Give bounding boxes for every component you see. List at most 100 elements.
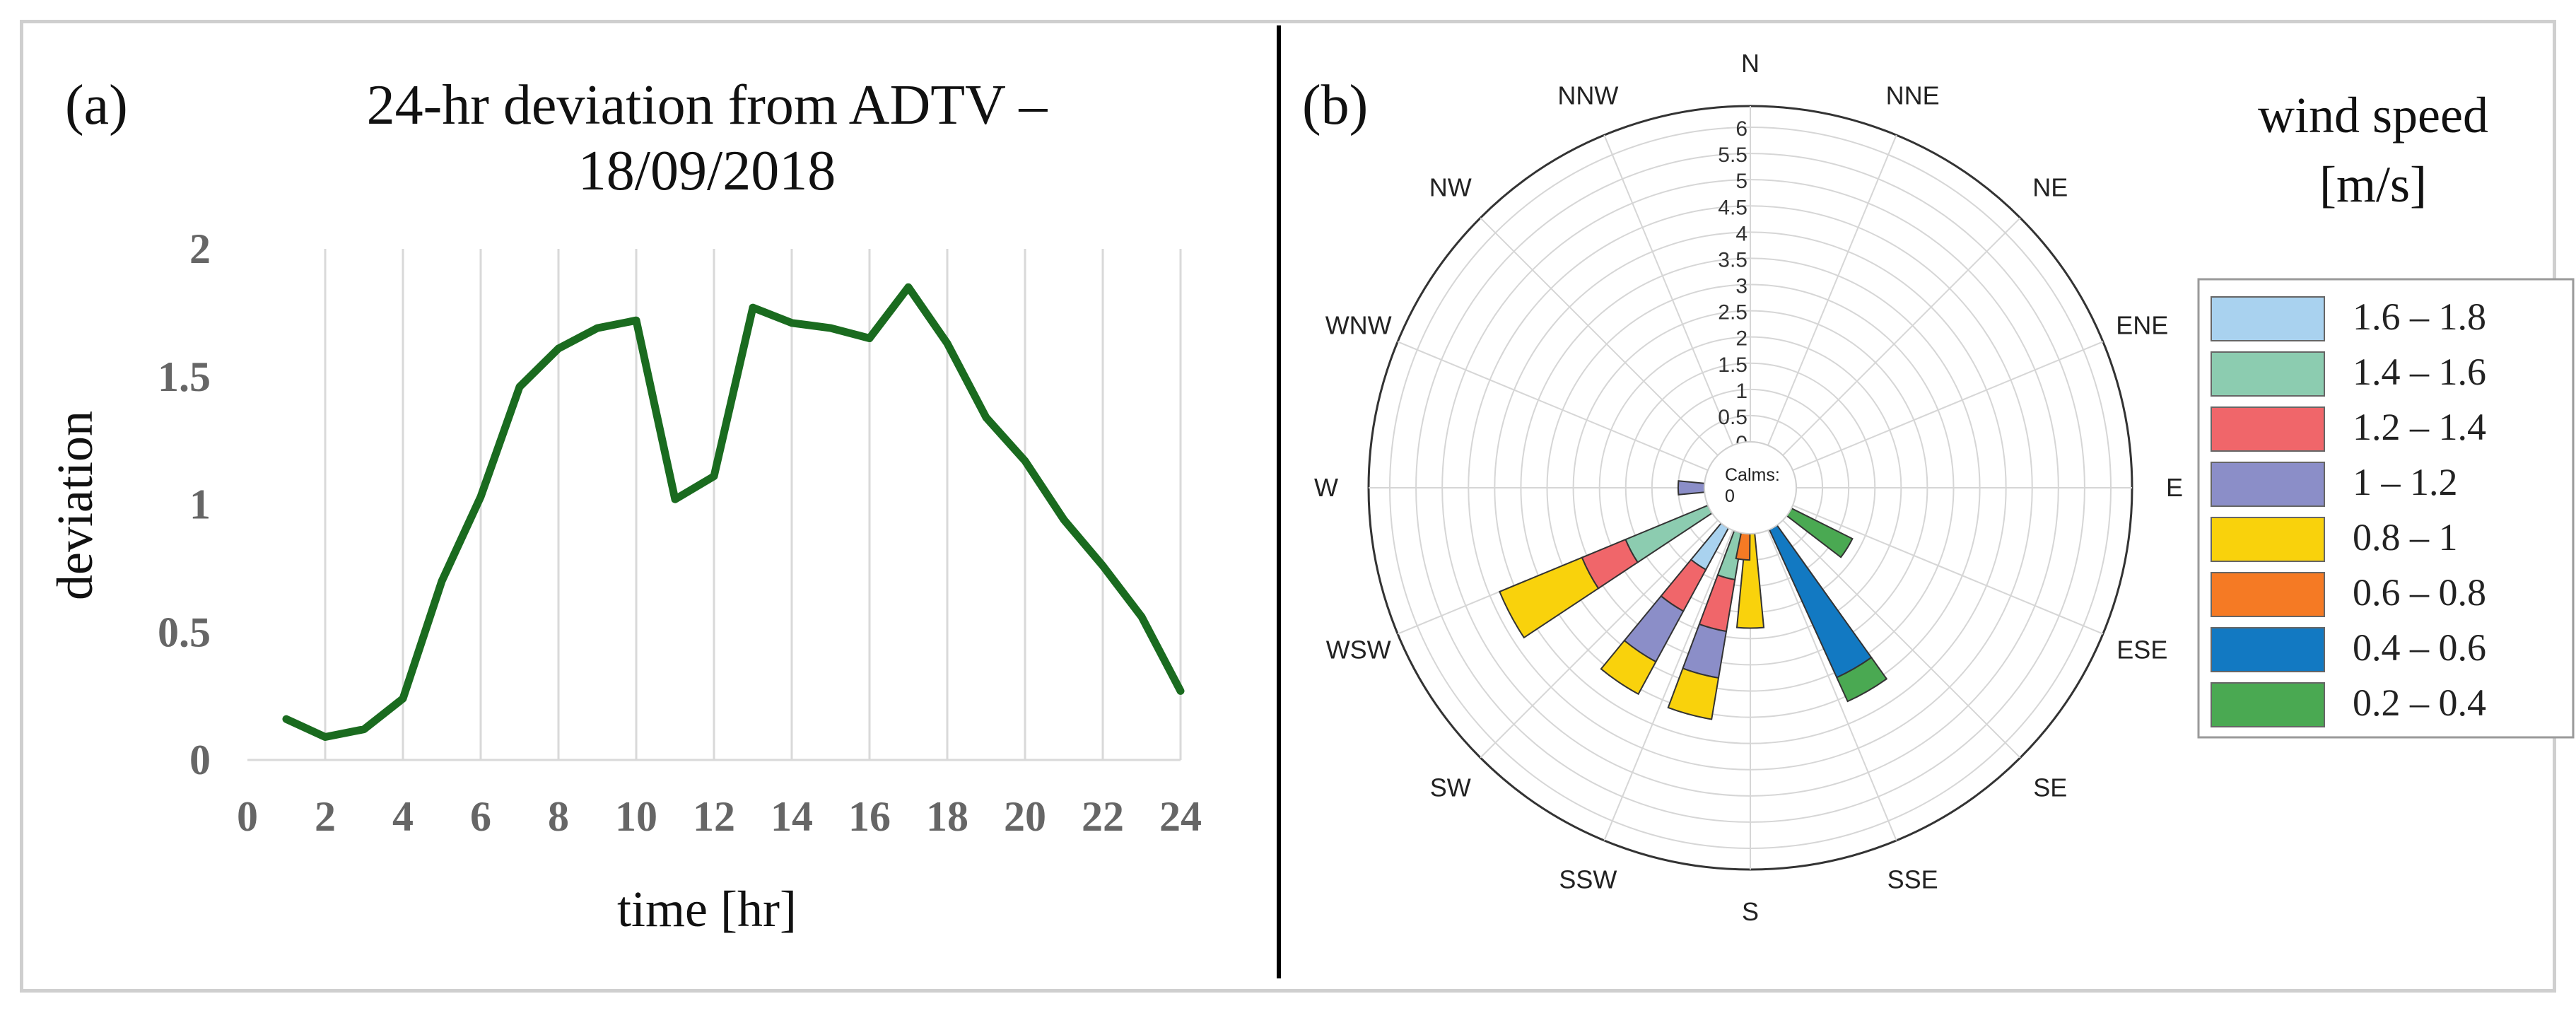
chart-a-x-tick-label: 18 <box>926 793 968 840</box>
direction-label-sse: SSE <box>1887 865 1938 894</box>
direction-label-n: N <box>1741 49 1760 78</box>
direction-label-w: W <box>1314 473 1338 502</box>
chart-a-x-tick-label: 10 <box>615 793 657 840</box>
legend-swatch <box>2211 351 2325 397</box>
wind-rose-spoke <box>1480 520 1719 759</box>
chart-a-y-ticks: 0 0.5 1 1.5 2 <box>158 226 211 783</box>
wind-rose-bar-wsw-bin-4 <box>1499 556 1600 639</box>
radial-tick-label: 5 <box>1735 170 1747 193</box>
radial-tick-label: 6 <box>1735 117 1747 141</box>
direction-label-nw: NW <box>1429 173 1472 202</box>
panel-a-label: (a) <box>65 74 128 136</box>
wind-rose-bars <box>1499 480 1888 720</box>
legend-label: 1.6 – 1.8 <box>2353 296 2486 338</box>
legend-swatch <box>2211 406 2325 452</box>
legend-label: 1.4 – 1.6 <box>2353 351 2486 393</box>
chart-a-y-tick-label: 1.5 <box>158 353 211 400</box>
radial-tick-label: 3 <box>1735 275 1747 298</box>
chart-a-x-tick-label: 4 <box>392 793 414 840</box>
panel-divider <box>1277 25 1281 978</box>
direction-label-ne: NE <box>2032 173 2068 202</box>
wind-rose-spoke <box>1767 134 1897 446</box>
panel-b-label: (b) <box>1302 74 1368 136</box>
chart-a-x-axis-label: time [hr] <box>617 881 797 937</box>
direction-label-nne: NNE <box>1886 81 1940 110</box>
radial-tick-label: 2.5 <box>1718 301 1747 324</box>
wind-rose-spoke <box>1792 504 2104 635</box>
chart-a-x-tick-label: 8 <box>548 793 569 840</box>
radial-tick-label: 1.5 <box>1718 353 1747 377</box>
wind-rose-spoke <box>1767 530 1897 841</box>
wind-rose-bar-w-bin-3 <box>1677 480 1706 496</box>
chart-a-x-tick-label: 14 <box>771 793 813 840</box>
wind-rose-spoke <box>1480 217 1719 456</box>
panel-b: (b) 0 0.5 1 1.52 2.5 3 3.5 4 4.5 5 5.5 6 N NNE NE ENE E… <box>1302 49 2575 926</box>
wind-rose-spoke <box>1603 134 1734 446</box>
wind-rose-direction-labels: N NNE NE ENE E ESE SE SSE S SSW SW WSW W WNW NW NNW <box>1314 49 2183 926</box>
radial-tick-label: 3.5 <box>1718 248 1747 271</box>
chart-a-y-tick-label: 0.5 <box>158 609 211 655</box>
chart-a-x-tick-label: 2 <box>315 793 336 840</box>
radial-tick-label: 0.5 <box>1718 406 1747 429</box>
chart-a-title-line1: 24-hr deviation from ADTV – <box>367 74 1048 136</box>
chart-a-y-tick-label: 2 <box>189 226 211 272</box>
chart-a-gridlines <box>247 249 1182 761</box>
legend-swatch <box>2211 517 2325 562</box>
legend-label: 0.8 – 1 <box>2353 516 2458 558</box>
series-line-deviation <box>282 283 1185 741</box>
chart-a-x-tick-label: 20 <box>1004 793 1046 840</box>
legend-label: 0.4 – 0.6 <box>2353 626 2486 669</box>
radial-tick-label: 2 <box>1735 327 1747 351</box>
radial-tick-label: 4.5 <box>1718 196 1747 219</box>
legend-swatch <box>2211 296 2325 341</box>
chart-a-x-tick-label: 16 <box>848 793 891 840</box>
chart-a-x-tick-label: 6 <box>470 793 491 840</box>
figure-frame <box>20 20 2556 993</box>
direction-label-ssw: SSW <box>1559 865 1617 894</box>
panel-a: (a) 24-hr deviation from ADTV – 18/09/20… <box>47 74 1202 937</box>
wind-rose-bar-ssw-bin-4 <box>1667 667 1720 720</box>
chart-a-x-tick-label: 0 <box>237 793 258 840</box>
direction-label-nnw: NNW <box>1557 81 1618 110</box>
chart-a-x-ticks: 0 2 4 6 8 10 12 14 16 18 20 22 24 <box>237 793 1202 840</box>
wind-rose-spoke <box>1397 341 1709 472</box>
radial-tick-label: 1 <box>1735 380 1747 403</box>
direction-label-wnw: WNW <box>1325 310 1392 339</box>
wind-rose-bar-sw-bin-4 <box>1600 639 1657 696</box>
legend-label: 1.2 – 1.4 <box>2353 406 2486 448</box>
radial-tick-label: 4 <box>1735 222 1747 245</box>
wind-rose-spoke <box>1792 341 2104 472</box>
direction-label-sw: SW <box>1430 773 1471 802</box>
direction-label-se: SE <box>2033 773 2067 802</box>
legend-label: 0.6 – 0.8 <box>2353 571 2486 614</box>
legend-swatch <box>2211 627 2325 672</box>
legend-swatch <box>2211 572 2325 617</box>
direction-label-wsw: WSW <box>1326 636 1391 665</box>
wind-rose-bar-se-bin-6 <box>1768 524 1873 679</box>
legend-label: 1 – 1.2 <box>2353 461 2458 503</box>
chart-a-x-tick-label: 22 <box>1082 793 1124 840</box>
wind-rose-bar-ssw-bin-3 <box>1682 623 1728 679</box>
chart-a-y-axis-label: deviation <box>47 411 103 600</box>
direction-label-ene: ENE <box>2116 310 2168 339</box>
radial-tick-label: 5.5 <box>1718 144 1747 167</box>
direction-label-ese: ESE <box>2117 636 2167 665</box>
direction-label-s: S <box>1742 897 1759 926</box>
chart-a-x-tick-label: 12 <box>693 793 735 840</box>
wind-rose-bar-ese-bin-7 <box>1786 507 1854 558</box>
legend-label: 0.2 – 0.4 <box>2353 681 2486 724</box>
wind-rose-bar-se-bin-7 <box>1835 656 1888 703</box>
wind-rose-spoke <box>1782 217 2021 456</box>
legend-swatch <box>2211 462 2325 507</box>
legend-title-line2: [m/s] <box>2319 156 2427 213</box>
chart-a-x-tick-label: 24 <box>1159 793 1202 840</box>
legend-swatch <box>2211 682 2325 727</box>
legend-items: 1.6 – 1.8 1.4 – 1.6 1.2 – 1.4 1 – 1.2 0.8 – … <box>2211 296 2486 727</box>
legend-title-line1: wind speed <box>2258 87 2488 144</box>
wind-rose-spoke <box>1782 520 2021 759</box>
direction-label-e: E <box>2166 473 2183 502</box>
calms-value: 0 <box>1725 486 1735 506</box>
calms-circle <box>1704 441 1797 534</box>
chart-a-y-tick-label: 0 <box>189 737 211 783</box>
